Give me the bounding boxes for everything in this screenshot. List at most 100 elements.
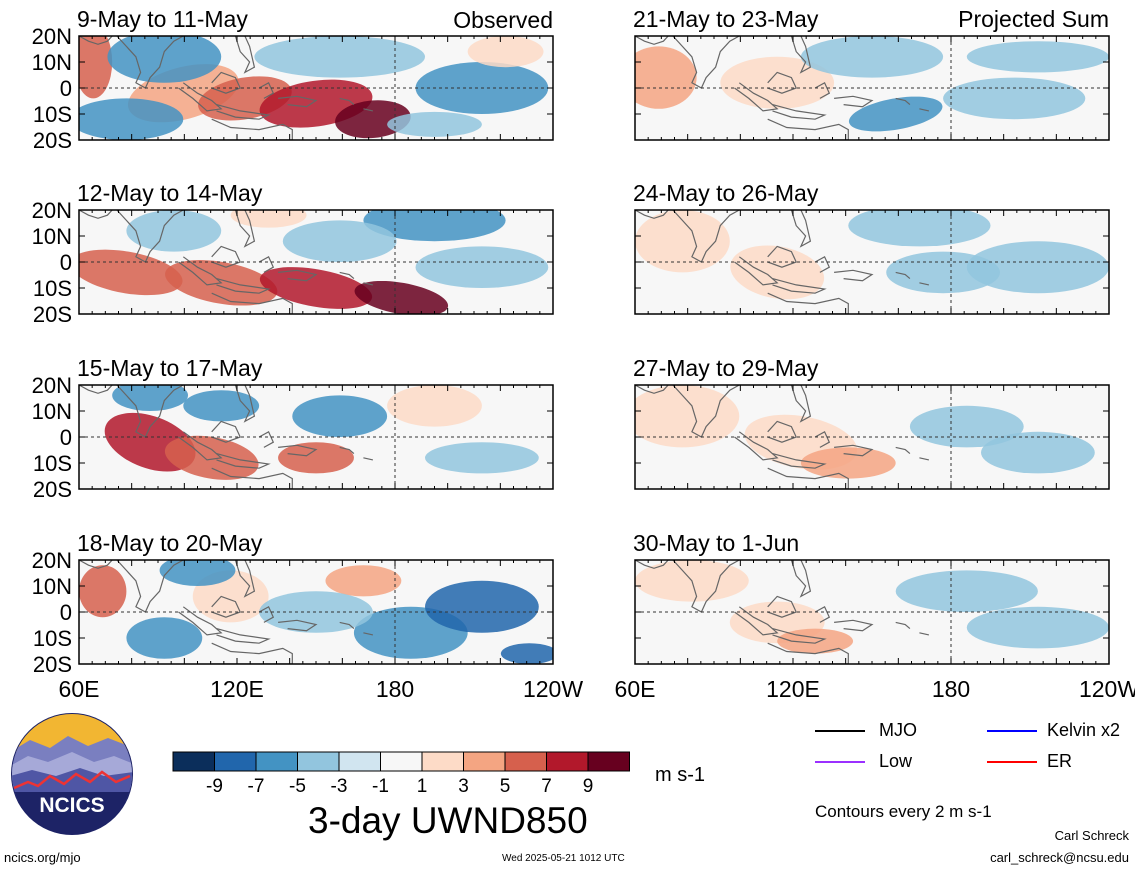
wind-anomaly-shade xyxy=(292,395,388,438)
map-panel-7: 27-May to 29-May xyxy=(633,355,1110,490)
wind-anomaly-shade xyxy=(635,210,730,273)
lon-label: 120E xyxy=(766,676,820,702)
map-panel-4: 18-May to 20-May xyxy=(77,530,554,665)
coastline xyxy=(363,282,374,286)
coastline xyxy=(919,282,930,286)
coastline xyxy=(814,81,831,99)
coastline xyxy=(211,245,242,268)
ncics-logo: NCICS xyxy=(11,713,133,835)
map-panel-5: 21-May to 23-May xyxy=(633,6,1110,141)
colorbar-tick-label: 9 xyxy=(583,776,594,795)
lat-label: 10S xyxy=(33,276,72,301)
coastline xyxy=(635,36,669,45)
wind-anomaly-shade xyxy=(500,643,553,664)
coastline xyxy=(278,619,318,632)
wind-anomaly-shade xyxy=(79,249,183,296)
coastline xyxy=(216,104,271,120)
coastline xyxy=(178,606,223,636)
coastline xyxy=(790,36,812,74)
wind-anomaly-shade xyxy=(183,390,260,422)
coastline xyxy=(919,108,930,112)
panel-title: 9-May to 11-May xyxy=(77,6,248,32)
wind-anomaly-shade xyxy=(159,560,236,586)
logo-text: NCICS xyxy=(39,794,104,817)
coastline xyxy=(339,446,355,455)
coastline xyxy=(790,385,812,423)
coastline xyxy=(178,256,223,286)
wind-anomaly-shade xyxy=(126,210,222,252)
coastline xyxy=(895,621,911,630)
coastline xyxy=(258,430,275,448)
wind-anomaly-shade xyxy=(107,36,222,83)
wind-anomaly-shade xyxy=(966,606,1109,649)
wind-anomaly-shade xyxy=(966,41,1109,73)
wind-anomaly-shade xyxy=(325,565,402,597)
coastline xyxy=(216,628,271,644)
coastline xyxy=(79,36,113,45)
coastline xyxy=(216,453,271,469)
coastline xyxy=(767,245,798,268)
coastline xyxy=(278,269,318,282)
wind-anomaly-shade xyxy=(800,447,896,479)
coastline xyxy=(339,271,355,280)
lon-label: 60E xyxy=(615,676,656,702)
colorbar-box xyxy=(421,751,464,772)
lat-label: 0 xyxy=(60,600,72,625)
lat-label: 0 xyxy=(60,250,72,275)
lon-label: 180 xyxy=(376,676,414,702)
coastline xyxy=(767,642,849,664)
colorbar-box xyxy=(463,751,506,772)
lat-label: 10N xyxy=(32,224,72,249)
coastline xyxy=(211,595,242,618)
colorbar-tick-label: -3 xyxy=(331,776,348,795)
contour-note: Contours every 2 m s-1 xyxy=(815,802,992,821)
legend-mjo-swatch xyxy=(815,730,865,732)
wind-anomaly-shade xyxy=(387,111,482,137)
coastline xyxy=(772,628,827,644)
wind-anomaly-shade xyxy=(79,36,113,99)
coastline xyxy=(211,118,293,140)
legend: MJO Kelvin x2 Low ER xyxy=(815,720,1135,780)
lat-label: 10N xyxy=(32,574,72,599)
site-link[interactable]: ncics.org/mjo xyxy=(4,850,81,865)
lat-label: 0 xyxy=(60,76,72,101)
lon-label: 60E xyxy=(59,676,100,702)
lat-label: 20N xyxy=(32,198,72,223)
coastline xyxy=(895,446,911,455)
coastline xyxy=(919,457,930,461)
lon-label: 180 xyxy=(932,676,970,702)
colorbar-box xyxy=(546,751,589,772)
coastline xyxy=(79,210,113,219)
lat-label: 0 xyxy=(60,425,72,450)
coastline xyxy=(258,81,275,99)
wind-anomaly-shade xyxy=(848,96,943,132)
panel-title: 21-May to 23-May xyxy=(633,6,819,32)
lat-label: 10N xyxy=(32,50,72,75)
coastline xyxy=(767,420,798,443)
colorbar-box xyxy=(172,751,215,772)
colorbar-tick-label: -7 xyxy=(248,776,265,795)
legend-mjo-label: MJO xyxy=(879,720,917,740)
coastline xyxy=(635,210,669,219)
colorbar-tick-label: 1 xyxy=(417,776,428,795)
wind-anomaly-shade xyxy=(126,617,203,659)
wind-anomaly-shade xyxy=(164,435,259,480)
colorbar-tick-label: 3 xyxy=(458,776,469,795)
colorbar-units: m s-1 xyxy=(655,764,705,786)
wind-anomaly-shade xyxy=(415,246,549,288)
coastline xyxy=(339,621,355,630)
wind-anomaly-shade xyxy=(635,385,740,448)
lat-label: 20S xyxy=(33,128,72,153)
lat-label: 10S xyxy=(33,626,72,651)
map-panel-3: 15-May to 17-May xyxy=(77,355,554,490)
legend-er-swatch xyxy=(987,761,1037,763)
panel-title: 30-May to 1-Jun xyxy=(633,530,799,556)
wind-anomaly-shade xyxy=(635,46,697,109)
wind-anomaly-shade xyxy=(79,98,184,140)
lon-label: 120W xyxy=(1079,676,1135,702)
coastline xyxy=(790,210,812,248)
lat-label: 20S xyxy=(33,652,72,677)
wind-anomaly-shade xyxy=(259,267,373,309)
wind-anomaly-shade xyxy=(282,220,397,262)
